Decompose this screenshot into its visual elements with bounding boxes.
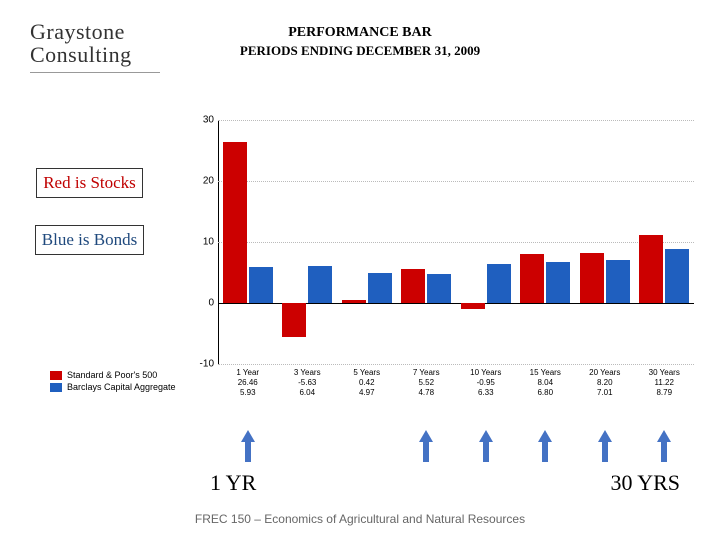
bar-group: [635, 120, 695, 364]
plot-area: RATE OF RETURN -100102030: [218, 120, 694, 364]
x-column: 30 Years11.228.79: [635, 368, 695, 410]
x-column: 3 Years-5.636.04: [278, 368, 338, 410]
chart: RATE OF RETURN -100102030 1 Year26.465.9…: [178, 112, 700, 412]
x-column: 1 Year26.465.93: [218, 368, 278, 410]
legend-swatch-sp500: [50, 371, 62, 380]
title-main: PERFORMANCE BAR: [30, 25, 690, 41]
logo-underline: [30, 72, 160, 73]
x-column: 5 Years0.424.97: [337, 368, 397, 410]
bar-group: [278, 120, 338, 364]
big-label-right: 30 YRS: [611, 470, 680, 496]
bar: [665, 249, 689, 303]
x-column: 7 Years5.524.78: [397, 368, 457, 410]
bar-group: [516, 120, 576, 364]
legend-stocks-label: Red is Stocks: [36, 168, 143, 198]
bar: [223, 142, 247, 303]
bar: [639, 235, 663, 303]
bar: [249, 267, 273, 303]
bar: [487, 264, 511, 303]
legend-bonds-label: Blue is Bonds: [35, 225, 144, 255]
bar: [308, 266, 332, 303]
x-table: 1 Year26.465.933 Years-5.636.045 Years0.…: [218, 368, 694, 410]
y-tick: 10: [194, 237, 214, 248]
y-tick: 30: [194, 115, 214, 126]
up-arrow-icon: [241, 430, 255, 462]
legend-swatch-barclays: [50, 383, 62, 392]
up-arrow-icon: [598, 430, 612, 462]
bar: [282, 303, 306, 337]
y-tick: 0: [194, 298, 214, 309]
bar: [461, 303, 485, 309]
bar-groups: [218, 120, 694, 364]
bar: [342, 300, 366, 303]
x-column: 10 Years-0.956.33: [456, 368, 516, 410]
bar-group: [337, 120, 397, 364]
up-arrow-icon: [657, 430, 671, 462]
y-tick: -10: [194, 359, 214, 370]
bar: [606, 260, 630, 303]
bar: [427, 274, 451, 303]
up-arrow-icon: [419, 430, 433, 462]
x-column: 20 Years8.207.01: [575, 368, 635, 410]
bar: [546, 262, 570, 303]
bar-group: [575, 120, 635, 364]
legend-label-sp500: Standard & Poor's 500: [67, 370, 157, 380]
up-arrow-icon: [479, 430, 493, 462]
bar-group: [218, 120, 278, 364]
bar: [580, 253, 604, 303]
footer-note: FREC 150 – Economics of Agricultural and…: [195, 512, 525, 526]
big-label-left: 1 YR: [210, 470, 256, 496]
bar-group: [397, 120, 457, 364]
bar: [401, 269, 425, 303]
bar: [520, 254, 544, 303]
series-legend: Standard & Poor's 500 Barclays Capital A…: [50, 370, 176, 394]
x-column: 15 Years8.046.80: [516, 368, 576, 410]
y-tick: 20: [194, 176, 214, 187]
legend-label-barclays: Barclays Capital Aggregate: [67, 382, 176, 392]
bar: [368, 273, 392, 303]
up-arrow-icon: [538, 430, 552, 462]
bar-group: [456, 120, 516, 364]
